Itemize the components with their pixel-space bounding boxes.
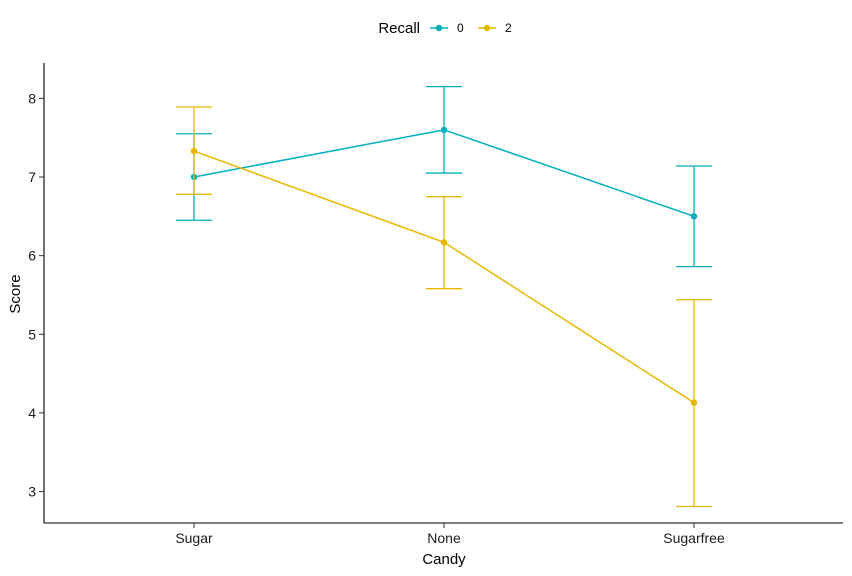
data-point	[690, 213, 698, 220]
x-tick-label: None	[427, 530, 461, 546]
legend-item: 2	[478, 21, 512, 35]
y-tick-label: 5	[28, 326, 36, 342]
y-tick-label: 3	[28, 484, 36, 500]
y-tick-label: 7	[28, 169, 36, 185]
data-point	[190, 147, 198, 155]
legend-label: 2	[505, 21, 512, 35]
y-tick-label: 4	[28, 405, 36, 421]
legend-item: 0	[430, 21, 464, 35]
legend-key-point	[483, 24, 491, 32]
legend: Recall 0 2	[378, 20, 512, 37]
data-point	[440, 239, 448, 246]
legend-key-point	[435, 24, 443, 32]
x-axis-title: Candy	[422, 551, 466, 568]
data-point	[690, 399, 698, 406]
x-tick-label: Sugar	[175, 530, 213, 546]
x-tick-label: Sugarfree	[663, 530, 725, 546]
legend-title: Recall	[378, 20, 420, 37]
data-point	[440, 126, 448, 134]
series-2	[176, 106, 712, 508]
y-axis-title: Score	[7, 274, 24, 313]
series-0	[176, 85, 712, 268]
legend-label: 0	[457, 21, 464, 35]
y-tick-label: 8	[28, 90, 36, 106]
y-tick-label: 6	[28, 248, 36, 264]
